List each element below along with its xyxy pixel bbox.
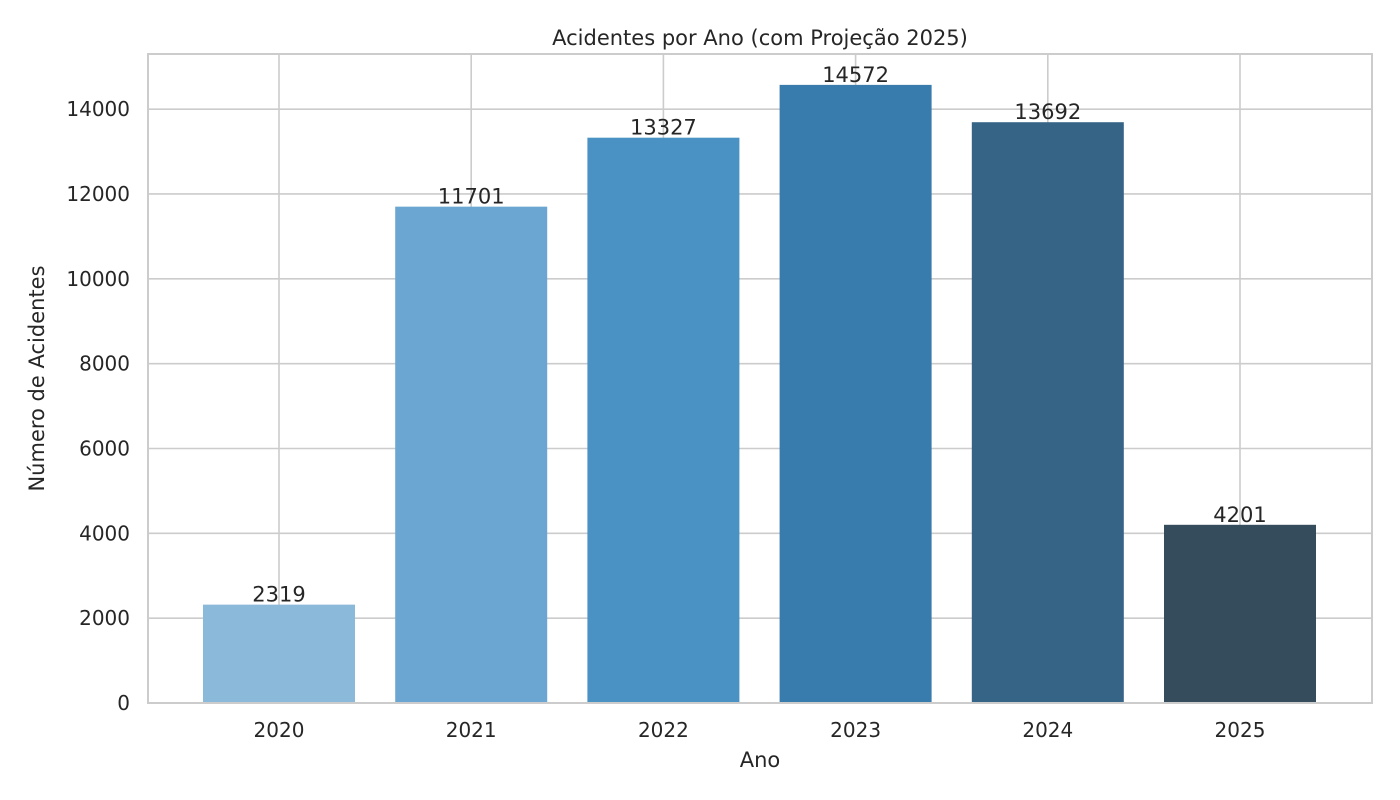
data-label-2024: 13692 xyxy=(1014,100,1081,124)
y-tick-label: 6000 xyxy=(79,436,130,460)
data-label-2022: 13327 xyxy=(630,116,697,140)
data-label-2021: 11701 xyxy=(438,185,505,209)
bar-2020 xyxy=(203,604,355,703)
y-tick-label: 12000 xyxy=(66,182,130,206)
y-tick-label: 2000 xyxy=(79,606,130,630)
bar-2022 xyxy=(587,137,740,704)
bar-2021 xyxy=(395,206,548,704)
x-tick-label: 2021 xyxy=(446,718,497,742)
y-axis-title: Número de Acidentes xyxy=(25,265,49,491)
data-labels: 2319 11701 13327 14572 13692 4201 xyxy=(252,63,1266,607)
x-tick-label: 2023 xyxy=(830,718,881,742)
y-tick-label: 10000 xyxy=(66,267,130,291)
bar-2025 xyxy=(1164,524,1316,703)
y-tick-label: 8000 xyxy=(79,352,130,376)
x-tick-label: 2025 xyxy=(1215,718,1266,742)
bars xyxy=(203,84,1316,704)
x-tick-label: 2020 xyxy=(254,718,305,742)
x-axis-ticks: 2020 2021 2022 2023 2024 2025 xyxy=(254,718,1266,742)
x-axis-title: Ano xyxy=(740,748,781,772)
data-label-2025: 4201 xyxy=(1213,503,1266,527)
data-label-2023: 14572 xyxy=(822,63,889,87)
plot-frame xyxy=(147,53,1373,704)
x-tick-label: 2024 xyxy=(1022,718,1073,742)
data-label-2020: 2319 xyxy=(252,583,305,607)
chart-title: Acidentes por Ano (com Projeção 2025) xyxy=(552,26,968,50)
y-tick-label: 4000 xyxy=(79,521,130,545)
bar-2024 xyxy=(971,122,1124,704)
y-tick-label: 14000 xyxy=(66,97,130,121)
y-axis-ticks: 0 2000 4000 6000 8000 10000 12000 14000 xyxy=(66,97,130,715)
bar-2023 xyxy=(779,84,932,704)
x-tick-label: 2022 xyxy=(638,718,689,742)
y-tick-label: 0 xyxy=(117,691,130,715)
